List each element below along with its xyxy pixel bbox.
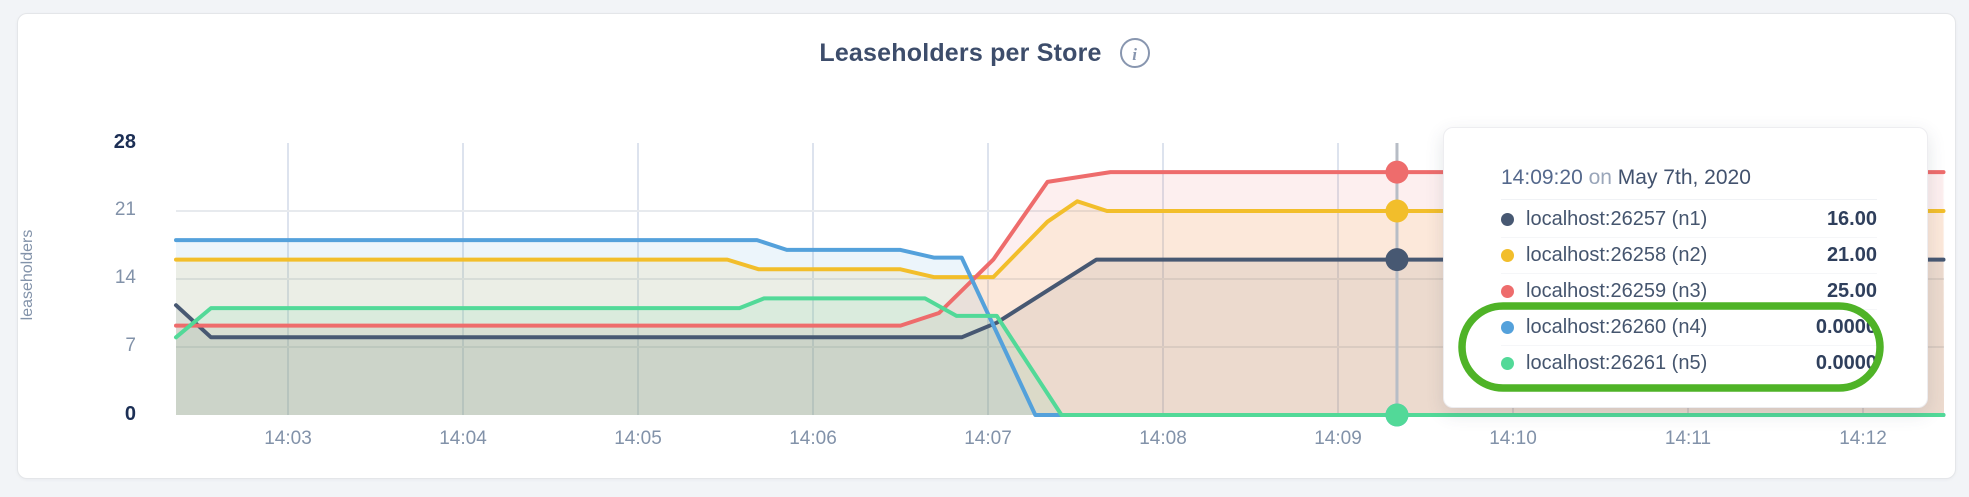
tooltip-row: localhost:26261 (n5) 0.0000 (1501, 346, 1877, 381)
tooltip-rows: localhost:26257 (n1) 16.00 localhost:26258… (1501, 202, 1877, 381)
series-value: 0.0000 (1815, 352, 1877, 374)
series-color-dot-icon (1501, 285, 1514, 298)
series-label: localhost:26261 (n5) (1526, 352, 1708, 374)
series-line (174, 238, 1946, 417)
info-icon[interactable]: i (1119, 38, 1150, 68)
series-color-dot-icon (1501, 249, 1514, 262)
y-tick-label: 0 (124, 403, 136, 425)
series-line (174, 199, 1946, 280)
series-color-dot-icon (1501, 321, 1514, 334)
y-tick-label: 14 (114, 267, 136, 288)
series-color-dot-icon (1501, 213, 1514, 226)
series-value: 16.00 (1826, 208, 1877, 230)
series-line (174, 257, 1946, 340)
series-label: localhost:26257 (n1) (1526, 208, 1708, 230)
x-tick-label: 14:10 (1489, 428, 1537, 449)
series-label: localhost:26258 (n2) (1526, 244, 1708, 266)
chart-title: Leaseholders per Store (819, 38, 1102, 67)
tooltip-row: localhost:26258 (n2) 21.00 (1501, 238, 1877, 274)
chart-header: Leaseholders per Store i (0, 38, 1969, 68)
hover-tooltip: 14:09:20 on May 7th, 2020 localhost:2625… (1443, 127, 1928, 408)
series-area (176, 240, 1944, 415)
hover-point (1385, 199, 1409, 223)
series-line (174, 296, 1946, 417)
series-value: 25.00 (1826, 280, 1877, 302)
tooltip-header: 14:09:20 on May 7th, 2020 (1501, 166, 1877, 200)
series-color-dot-icon (1501, 357, 1514, 370)
hover-point (1385, 160, 1409, 184)
tooltip-row: localhost:26260 (n4) 0.0000 (1501, 310, 1877, 346)
hover-point (1385, 403, 1409, 427)
y-tick-label: 7 (125, 335, 136, 356)
x-tick-label: 14:09 (1314, 428, 1362, 449)
y-tick-label: 21 (114, 199, 136, 220)
tooltip-row: localhost:26259 (n3) 25.00 (1501, 274, 1877, 310)
x-tick-label: 14:04 (439, 428, 487, 449)
series-line (174, 170, 1946, 328)
tooltip-on-word: on (1588, 166, 1612, 189)
series-label: localhost:26259 (n3) (1526, 280, 1708, 302)
x-tick-label: 14:12 (1839, 428, 1887, 449)
tooltip-time: 14:09:20 (1501, 166, 1583, 189)
hover-point (1385, 248, 1409, 272)
x-tick-label: 14:11 (1664, 428, 1712, 449)
series-value: 0.0000 (1815, 316, 1877, 338)
x-tick-label: 14:06 (789, 428, 837, 449)
series-label: localhost:26260 (n4) (1526, 316, 1708, 338)
tooltip-row: localhost:26257 (n1) 16.00 (1501, 202, 1877, 238)
y-tick-label: 28 (113, 131, 136, 153)
tooltip-date: May 7th, 2020 (1617, 166, 1751, 189)
x-tick-label: 14:05 (614, 428, 662, 449)
x-tick-label: 14:03 (264, 428, 312, 449)
x-tick-label: 14:07 (964, 428, 1012, 449)
x-tick-label: 14:08 (1139, 428, 1187, 449)
series-value: 21.00 (1826, 244, 1877, 266)
